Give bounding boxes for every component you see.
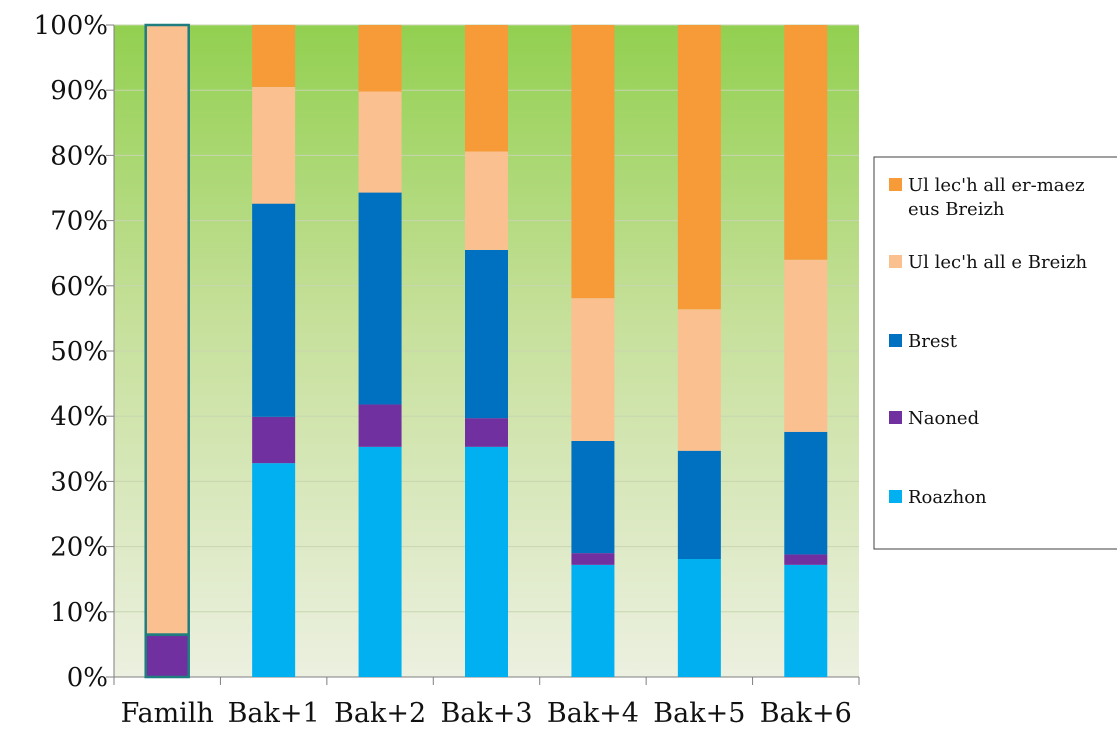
bar-segment-brest: [677, 450, 721, 559]
bar-segment-ul-lec-h-all-e-breizh: [358, 91, 402, 193]
y-tick-label: 60%: [50, 272, 108, 302]
highlight-outline: [144, 23, 190, 679]
legend-label: Brest: [908, 331, 958, 352]
x-tick-label: Bak+5: [653, 698, 745, 729]
legend-label: eus Breizh: [908, 199, 1005, 220]
bar-segment-roazhon: [358, 446, 402, 677]
y-tick-label: 0%: [67, 663, 108, 693]
bar-segment-naoned: [784, 554, 828, 565]
legend-swatch: [889, 334, 902, 347]
bar-segment-ul-lec-h-all-er-maez-eus-breizh: [252, 25, 296, 87]
bars: [145, 25, 828, 677]
legend-swatch: [889, 490, 902, 503]
bar-segment-roazhon: [784, 564, 828, 677]
y-tick-label: 100%: [34, 11, 108, 41]
x-tick-label: Familh: [121, 698, 214, 729]
y-tick-label: 70%: [50, 207, 108, 237]
bar-segment-brest: [784, 431, 828, 555]
bar-segment-ul-lec-h-all-er-maez-eus-breizh: [677, 25, 721, 310]
bar-segment-naoned: [465, 418, 508, 447]
bar-segment-naoned: [145, 634, 189, 677]
x-tick-label: Bak+2: [334, 698, 426, 729]
legend-label: Roazhon: [908, 487, 987, 508]
legend-label: Ul lec'h all er-maez: [908, 175, 1085, 196]
bar-segment-ul-lec-h-all-e-breizh: [784, 259, 828, 432]
y-tick-label: 10%: [50, 598, 108, 628]
bar-segment-roazhon: [571, 564, 615, 677]
bar-segment-brest: [252, 203, 296, 417]
y-tick-label: 20%: [50, 533, 108, 563]
axes: 0% 10% 20% 30% 40% 50% 60% 70% 80% 90% 100% Familh B…: [34, 11, 860, 729]
x-tick-label: Bak+3: [440, 698, 532, 729]
bar-outline: [144, 23, 190, 679]
x-tick-label: Bak+6: [760, 698, 852, 729]
legend: Ul lec'h all er-maez eus Breizh Ul lec'h a…: [873, 156, 1117, 550]
y-tick-label: 50%: [50, 337, 108, 367]
x-tick-label: Bak+4: [547, 698, 639, 729]
bar-segment-roazhon: [677, 558, 721, 677]
bar-segment-roazhon: [465, 446, 508, 677]
y-tick-label: 30%: [50, 467, 108, 497]
bar-segment-ul-lec-h-all-e-breizh: [145, 25, 189, 635]
bar-segment-ul-lec-h-all-er-maez-eus-breizh: [784, 25, 828, 260]
bar-segment-roazhon: [252, 463, 296, 677]
y-tick-label: 40%: [50, 402, 108, 432]
bar-segment-brest: [465, 249, 508, 419]
legend-swatch: [889, 255, 902, 268]
y-tick-label: 80%: [50, 141, 108, 171]
bar-segment-ul-lec-h-all-er-maez-eus-breizh: [571, 25, 615, 299]
legend-label: Naoned: [908, 408, 979, 429]
legend-label: Ul lec'h all e Breizh: [908, 252, 1087, 273]
legend-box: [873, 156, 1117, 550]
bar-segment-ul-lec-h-all-e-breizh: [677, 309, 721, 451]
bar-segment-ul-lec-h-all-er-maez-eus-breizh: [358, 25, 402, 92]
bar-segment-naoned: [252, 416, 296, 464]
legend-swatch: [889, 178, 902, 191]
bar-segment-ul-lec-h-all-er-maez-eus-breizh: [465, 25, 508, 152]
bar-segment-naoned: [358, 404, 402, 447]
legend-swatch: [889, 411, 902, 424]
bar-segment-ul-lec-h-all-e-breizh: [465, 151, 508, 250]
y-tick-label: 90%: [50, 76, 108, 106]
x-tick-label: Bak+1: [228, 698, 320, 729]
bar-segment-brest: [571, 440, 615, 554]
bar-segment-ul-lec-h-all-e-breizh: [571, 298, 615, 441]
bar-segment-ul-lec-h-all-e-breizh: [252, 86, 296, 204]
bar-segment-brest: [358, 192, 402, 405]
bar-segment-naoned: [571, 553, 615, 565]
